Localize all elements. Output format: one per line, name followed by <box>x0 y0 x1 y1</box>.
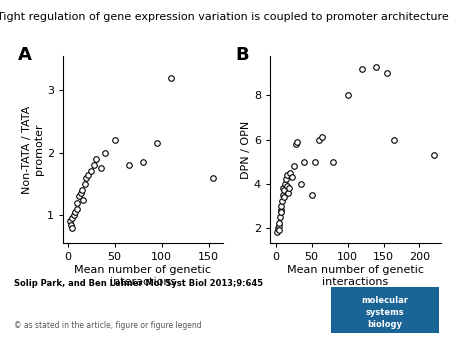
Point <box>92 156 99 162</box>
Point <box>79 197 86 202</box>
Point <box>282 181 289 187</box>
Point <box>111 138 118 143</box>
Point <box>358 66 365 72</box>
Point <box>274 225 282 231</box>
Point <box>210 175 217 180</box>
Point <box>275 223 282 228</box>
Point <box>77 191 85 196</box>
Point <box>88 169 95 174</box>
Point <box>285 186 292 191</box>
Point <box>78 188 86 193</box>
Text: © as stated in the article, figure or figure legend: © as stated in the article, figure or fi… <box>14 320 201 330</box>
Point <box>282 177 289 182</box>
Point <box>308 192 315 197</box>
Text: biology: biology <box>367 320 402 329</box>
X-axis label: Mean number of genetic
interactions: Mean number of genetic interactions <box>74 265 211 287</box>
Point <box>290 163 297 169</box>
Point <box>315 137 323 142</box>
Point <box>167 75 175 80</box>
Y-axis label: Non-TATA / TATA
promoter: Non-TATA / TATA promoter <box>22 105 44 194</box>
Point <box>287 170 294 175</box>
Point <box>297 181 305 187</box>
Point <box>69 225 76 231</box>
Y-axis label: DPN / OPN: DPN / OPN <box>241 120 251 179</box>
Point <box>97 166 104 171</box>
Point <box>312 159 319 164</box>
Point <box>140 159 147 165</box>
Point <box>301 159 308 164</box>
Text: Tight regulation of gene expression variation is coupled to promoter architectur: Tight regulation of gene expression vari… <box>0 12 450 22</box>
Point <box>281 188 288 193</box>
Text: systems: systems <box>365 308 404 317</box>
Point <box>90 163 98 168</box>
Text: A: A <box>18 46 32 65</box>
Point <box>76 194 83 199</box>
Point <box>277 208 284 213</box>
Point <box>279 186 287 191</box>
Point <box>279 192 287 197</box>
Point <box>278 210 285 215</box>
Text: B: B <box>236 46 249 65</box>
Point <box>85 172 92 177</box>
Point <box>279 199 286 204</box>
Point <box>274 230 281 235</box>
Point <box>276 227 283 233</box>
Point <box>81 181 88 187</box>
Point <box>430 152 437 158</box>
Point <box>276 214 284 220</box>
Point <box>288 174 295 180</box>
Point <box>284 172 291 178</box>
Point <box>319 135 326 140</box>
Point <box>383 71 391 76</box>
Point <box>276 221 283 226</box>
Point <box>73 206 81 212</box>
Point <box>102 150 109 155</box>
Point <box>280 194 287 200</box>
Point <box>284 190 292 195</box>
Text: Solip Park, and Ben Lehner Mol Syst Biol 2013;9:645: Solip Park, and Ben Lehner Mol Syst Biol… <box>14 279 263 288</box>
Point <box>73 200 81 206</box>
Point <box>391 137 398 142</box>
Point <box>69 216 76 221</box>
Point <box>83 175 90 180</box>
Text: molecular: molecular <box>361 295 408 305</box>
Point <box>125 163 132 168</box>
Point <box>330 159 337 164</box>
Point <box>153 141 161 146</box>
Point <box>71 213 78 218</box>
Point <box>294 139 301 145</box>
Point <box>373 64 380 70</box>
Point <box>67 222 74 227</box>
Point <box>292 141 299 147</box>
Point <box>66 219 73 224</box>
Point <box>72 209 79 215</box>
X-axis label: Mean number of genetic
interactions: Mean number of genetic interactions <box>287 265 424 287</box>
Point <box>283 183 290 189</box>
Point <box>344 93 351 98</box>
Point <box>278 203 285 209</box>
